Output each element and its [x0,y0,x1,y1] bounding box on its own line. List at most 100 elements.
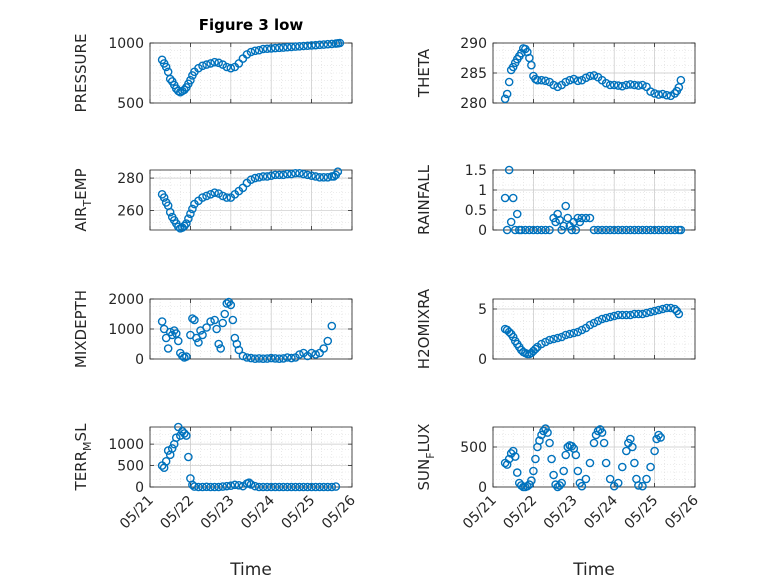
data-point [311,40,320,50]
data-point [186,209,195,219]
data-point [311,482,320,492]
y-tick-label: 285 [460,66,487,82]
y-tick-label: 280 [117,171,144,187]
data-point [529,466,538,476]
data-point [622,225,631,235]
data-point [228,315,238,325]
data-point [642,474,651,484]
data-point [323,482,333,492]
data-point [242,353,252,362]
data-point [527,60,536,70]
data-point [283,482,292,492]
data-point [274,43,284,53]
series-markers [157,422,341,492]
data-point [220,309,230,319]
data-point [626,80,635,89]
y-tick-label: 260 [117,204,144,220]
data-point [262,44,272,54]
data-point [597,225,607,235]
y-tick-label: 500 [117,459,144,475]
x-tick-label: 05/23 [198,493,238,533]
data-point [180,429,189,438]
data-point [198,61,207,71]
y-tick-label: 1000 [108,36,144,52]
data-point [283,353,292,362]
data-point [573,213,583,223]
series-markers [500,165,686,235]
data-point [577,325,587,335]
data-point [323,39,333,49]
data-point [662,90,672,100]
data-point [581,474,591,484]
data-point [605,312,615,322]
data-point [561,330,571,340]
data-point [319,172,329,182]
data-point [638,309,647,319]
data-point [531,344,540,354]
data-point [626,434,635,444]
data-point [254,354,264,363]
y-tick-label: 2000 [108,292,144,308]
data-point [577,213,587,223]
y-axis-label: RAINFALL [415,164,433,235]
data-point [202,191,211,201]
data-point [165,74,175,84]
data-point [541,76,550,86]
data-point [545,225,554,235]
data-point [662,303,672,313]
data-point [218,318,228,328]
data-point [654,305,663,315]
data-point [258,44,268,54]
data-point [531,454,540,464]
data-point [508,332,518,342]
data-point [525,225,534,235]
data-point [184,214,193,223]
x-tick-label: 05/25 [279,493,319,533]
data-point [557,332,566,342]
data-point [537,339,546,349]
data-point [307,348,316,358]
data-point [327,321,337,331]
data-point [525,480,534,489]
subplot-air_temp: 260 280 AIRTEMP [72,167,353,233]
subplot-terr_msl: 0 500 1000 05/21 05/22 05/23 05/24 05/25 05/26 TE… [72,422,359,533]
data-point [161,456,171,466]
data-point [557,225,566,235]
data-point [295,482,304,492]
y-tick-label: 1000 [108,437,144,453]
series-markers [157,167,343,233]
data-point [279,170,288,180]
data-point [291,482,300,492]
data-point [246,480,256,489]
data-point [504,77,514,87]
data-point [617,225,627,235]
data-point [279,354,288,363]
data-point [218,482,228,491]
data-point [210,188,219,198]
data-point [214,339,223,349]
data-point [573,327,583,337]
data-point [585,71,595,81]
data-point [630,458,639,468]
data-point [190,482,199,491]
data-point [222,299,232,308]
data-point [270,43,280,53]
data-point [626,310,635,320]
data-point [254,172,264,182]
data-point [605,225,615,235]
axes-box [492,426,696,488]
data-point [634,309,643,319]
data-point [601,225,611,235]
data-point [190,315,199,325]
data-point [646,462,655,472]
axes-box [492,298,696,360]
data-point [551,217,560,227]
data-point [658,89,667,99]
x-tick-label: 05/22 [500,493,540,533]
data-point [291,42,300,51]
data-point [565,329,575,339]
data-point [295,42,304,51]
data-point [599,438,609,448]
